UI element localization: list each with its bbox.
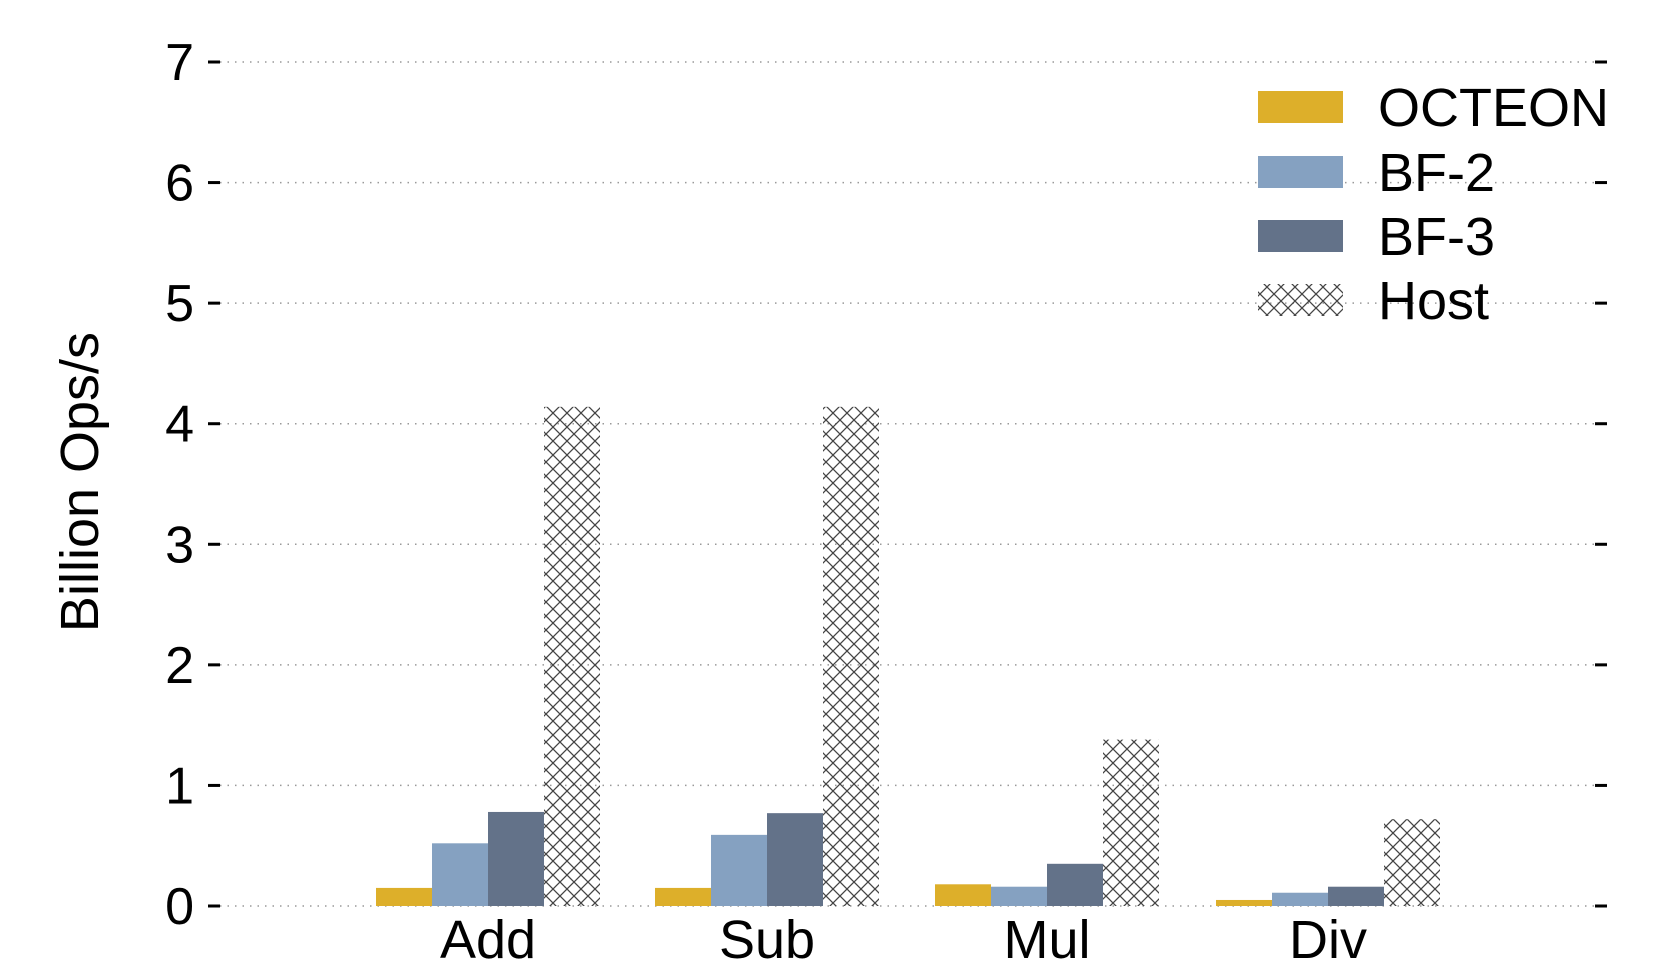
x-tick-label: Sub (719, 910, 815, 969)
legend-label: BF-3 (1378, 207, 1495, 267)
bar-host-add (544, 406, 600, 906)
bar-host-sub (823, 406, 879, 906)
bar-bf-3-sub (767, 813, 823, 906)
bar-bf-2-div (1272, 892, 1328, 906)
bar-host-mul (1103, 739, 1159, 906)
y-tick-label: 5 (165, 275, 194, 333)
y-tick-label: 4 (165, 396, 194, 454)
legend-swatch (1258, 284, 1343, 316)
bar-bf-2-mul (991, 886, 1047, 906)
bar-octeon-mul (935, 884, 991, 906)
bar-bf-3-mul (1047, 863, 1103, 906)
y-axis-label: Billion Ops/s (50, 332, 110, 632)
bar-octeon-add (376, 887, 432, 906)
y-axis: 0 1 2 3 4 5 6 7 (165, 34, 1607, 936)
legend-swatch (1258, 156, 1343, 188)
y-tick-label: 0 (165, 878, 194, 936)
y-tick-label: 2 (165, 637, 194, 695)
bar-bf-3-add (488, 811, 544, 906)
y-tick-label: 1 (165, 757, 194, 815)
bar-bf-3-div (1328, 886, 1384, 906)
x-tick-label: Mul (1003, 910, 1090, 969)
legend-item-host: Host (1258, 271, 1489, 331)
legend-label: OCTEON (1378, 78, 1609, 138)
legend-item-octeon: OCTEON (1258, 78, 1609, 138)
legend-swatch (1258, 91, 1343, 123)
bar-bf-2-add (432, 843, 488, 906)
legend-label: Host (1378, 271, 1489, 331)
legend-swatch (1258, 220, 1343, 252)
bar-octeon-div (1216, 899, 1272, 906)
legend-item-bf-3: BF-3 (1258, 207, 1495, 267)
bar-octeon-sub (655, 887, 711, 906)
x-tick-label: Add (440, 910, 536, 969)
y-tick-label: 6 (165, 155, 194, 213)
bar-bf-2-sub (711, 834, 767, 906)
y-tick-label: 3 (165, 516, 194, 574)
legend-item-bf-2: BF-2 (1258, 143, 1495, 203)
legend-label: BF-2 (1378, 143, 1495, 203)
bars (376, 406, 1440, 906)
y-tick-label: 7 (165, 34, 194, 92)
x-axis: Add Sub Mul Div (440, 910, 1367, 969)
bar-host-div (1384, 819, 1440, 906)
x-tick-label: Div (1289, 910, 1367, 969)
